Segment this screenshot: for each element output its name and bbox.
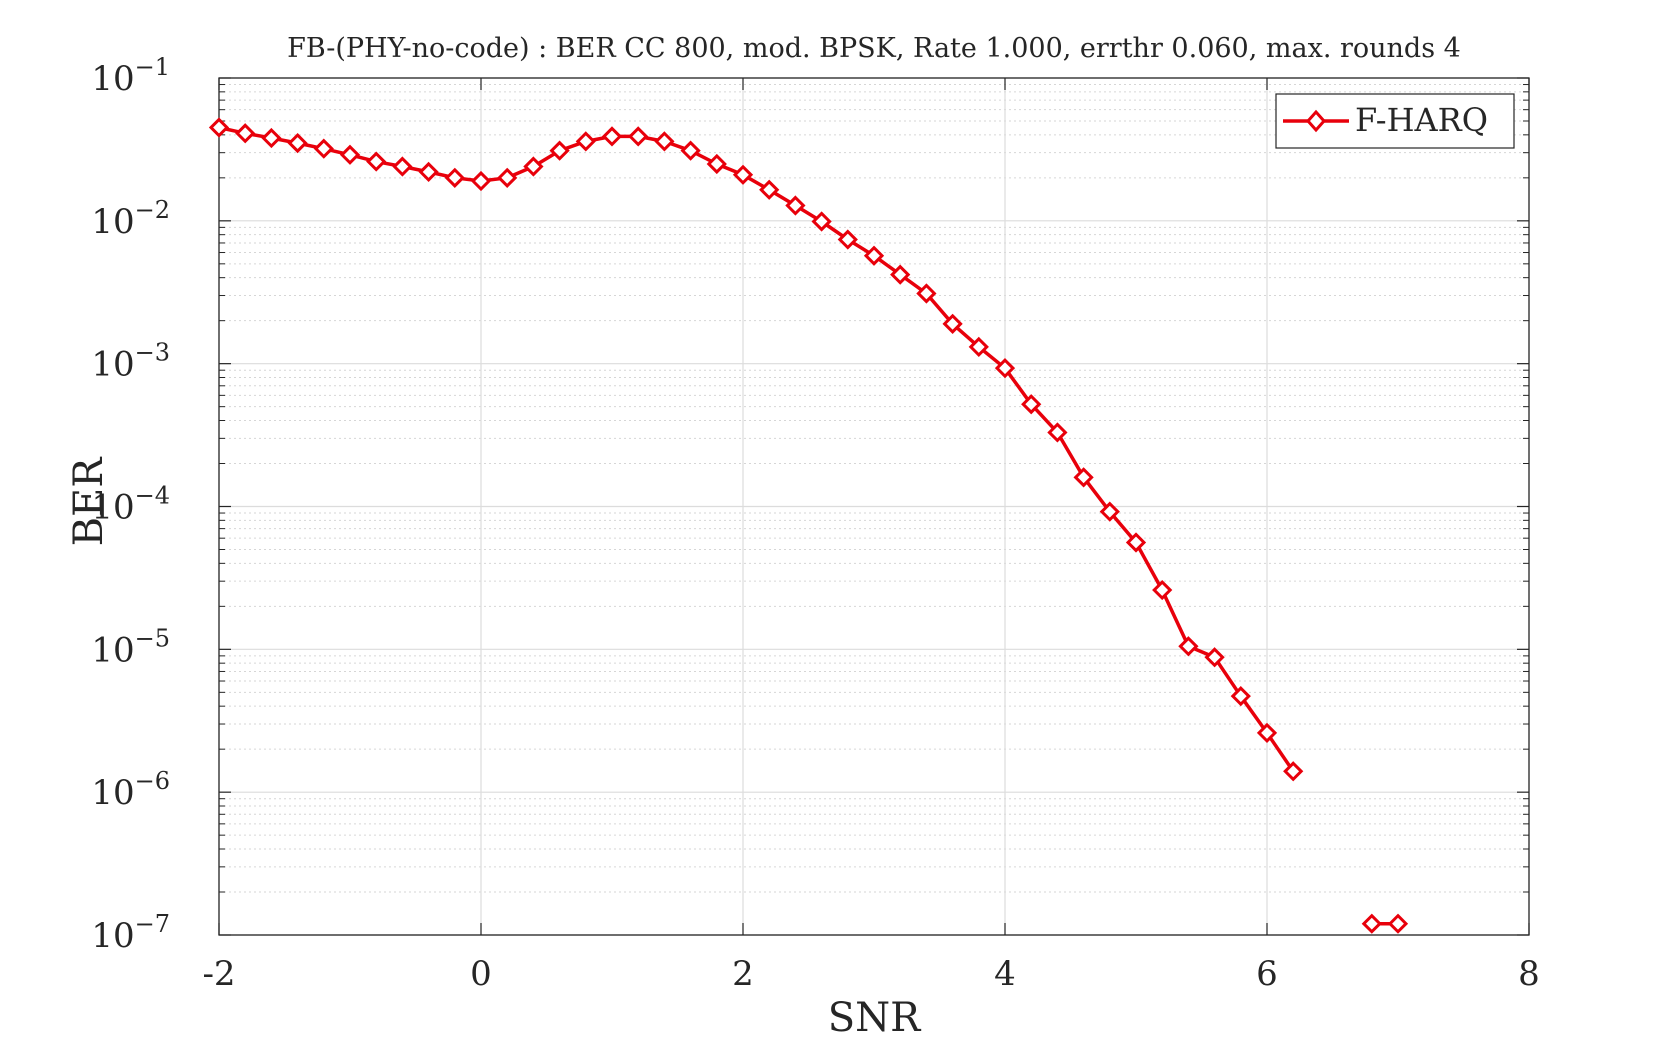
data-point-f-harq — [628, 126, 649, 147]
data-point-f-harq — [680, 140, 701, 161]
minor-grid — [219, 84, 1529, 893]
y-tick-base: 10 — [91, 916, 134, 956]
y-tick-exponent: −1 — [135, 53, 170, 81]
series-layer — [208, 117, 1409, 934]
y-tick-label: 10−4 — [91, 482, 170, 528]
data-point-f-harq — [1256, 722, 1278, 744]
y-tick-base: 10 — [91, 59, 134, 99]
data-point-f-harq — [968, 336, 989, 358]
data-point-f-harq — [601, 126, 623, 147]
data-point-f-harq — [235, 123, 256, 144]
y-tick-exponent: −3 — [135, 339, 170, 367]
y-tick-label: 10−2 — [91, 196, 170, 242]
data-point-f-harq — [1361, 913, 1382, 934]
data-point-f-harq — [444, 167, 465, 188]
x-tick-label: 6 — [1256, 954, 1278, 994]
y-tick-base: 10 — [91, 773, 134, 813]
y-tick-label: 10−3 — [91, 339, 170, 385]
y-tick-exponent: −2 — [135, 196, 170, 224]
data-point-f-harq — [1387, 913, 1409, 934]
data-point-f-harq — [916, 283, 937, 304]
data-point-f-harq — [1125, 532, 1147, 553]
y-tick-base: 10 — [91, 345, 134, 385]
y-tick-base: 10 — [91, 488, 134, 528]
data-point-f-harq — [575, 131, 596, 152]
data-point-f-harq — [470, 170, 492, 192]
x-tick-label: 0 — [470, 954, 492, 994]
x-tick-label: -2 — [202, 954, 235, 994]
y-axis-label: BER — [66, 456, 112, 547]
y-tick-label: 10−5 — [91, 624, 170, 670]
data-point-f-harq — [1099, 501, 1120, 522]
data-point-f-harq — [732, 164, 754, 185]
data-point-f-harq — [654, 131, 675, 152]
chart-title: FB-(PHY-no-code) : BER CC 800, mod. BPSK… — [287, 33, 1461, 64]
x-tick-label: 2 — [732, 954, 754, 994]
data-point-f-harq — [942, 313, 963, 334]
data-point-f-harq — [208, 117, 230, 138]
data-point-f-harq — [863, 245, 885, 266]
data-point-f-harq — [1204, 647, 1225, 668]
data-point-f-harq — [785, 195, 806, 216]
data-point-f-harq — [366, 151, 387, 172]
y-tick-label: 10−7 — [91, 910, 170, 956]
y-tick-label: 10−6 — [91, 767, 170, 813]
x-tick-label: 8 — [1518, 954, 1540, 994]
x-axis-label: SNR — [828, 995, 922, 1041]
data-point-f-harq — [523, 156, 544, 177]
data-point-f-harq — [1230, 686, 1251, 707]
data-point-f-harq — [994, 358, 1016, 379]
data-point-f-harq — [837, 229, 858, 250]
y-tick-labels: 10−110−210−310−410−510−610−7 — [91, 53, 170, 956]
y-tick-label: 10−1 — [91, 53, 170, 99]
data-point-f-harq — [313, 138, 334, 159]
y-tick-exponent: −6 — [135, 767, 170, 795]
data-point-f-harq — [549, 140, 570, 161]
data-point-f-harq — [890, 264, 911, 285]
data-point-f-harq — [339, 144, 361, 165]
y-tick-exponent: −4 — [135, 482, 170, 510]
data-point-f-harq — [811, 211, 832, 232]
axis-ticks — [218, 77, 1530, 936]
legend-label-f-harq: F-HARQ — [1355, 101, 1488, 139]
y-tick-exponent: −7 — [135, 910, 170, 938]
data-point-f-harq — [1283, 761, 1304, 782]
x-tick-label: 4 — [994, 954, 1016, 994]
y-tick-base: 10 — [91, 630, 134, 670]
y-tick-base: 10 — [91, 202, 134, 242]
data-point-f-harq — [706, 153, 727, 175]
data-point-f-harq — [418, 161, 439, 183]
data-point-f-harq — [1152, 579, 1173, 601]
legend-diamond-marker — [1305, 109, 1327, 133]
data-point-f-harq — [261, 127, 282, 149]
data-point-f-harq — [1073, 467, 1094, 488]
data-point-f-harq — [1021, 394, 1042, 415]
x-tick-labels: -2 0 2 4 6 8 — [202, 954, 1539, 994]
data-point-f-harq — [497, 167, 518, 188]
data-point-f-harq — [759, 179, 780, 200]
data-point-f-harq — [1178, 636, 1199, 657]
data-point-f-harq — [392, 156, 413, 177]
data-point-f-harq — [1047, 422, 1068, 443]
legend: F-HARQ — [1275, 93, 1515, 149]
y-tick-exponent: −5 — [135, 624, 170, 652]
data-point-f-harq — [287, 133, 308, 154]
